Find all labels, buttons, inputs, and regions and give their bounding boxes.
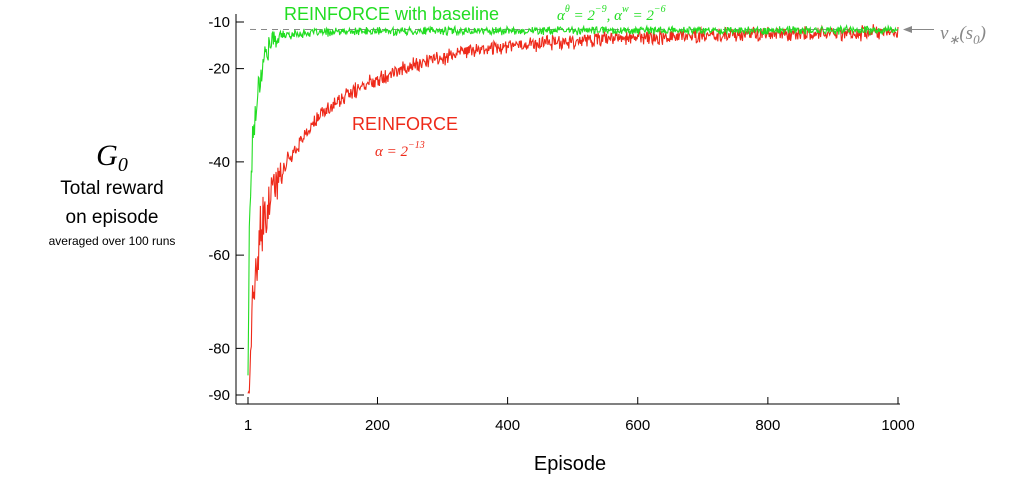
x-tick-group: 1 200 400 600 800 1000 (244, 397, 915, 434)
y-axis-label-line-1: Total reward (60, 178, 164, 199)
x-tick-label: 1 (244, 417, 252, 434)
y-tick-group: -10 -20 -40 -60 -80 -90 (208, 14, 244, 404)
series-line-reinforce (247, 24, 899, 394)
y-axis-symbol: G0 (96, 139, 128, 176)
y-axis-label-note: averaged over 100 runs (49, 234, 176, 248)
reinforce-params-label: α = 2−13 (375, 140, 425, 160)
y-tick-label: -90 (208, 387, 230, 404)
y-axis-label-line-2: on episode (66, 207, 159, 228)
baseline-series-label: REINFORCE with baseline (284, 4, 499, 24)
y-tick-label: -20 (208, 61, 230, 78)
x-tick-label: 200 (365, 417, 390, 434)
reference-label: v∗(s0) (940, 23, 986, 47)
y-tick-label: -10 (208, 14, 230, 31)
x-tick-label: 800 (755, 417, 780, 434)
x-axis-label: Episode (534, 453, 606, 475)
baseline-params-label: αθ = 2−9, αw = 2−6 (557, 4, 666, 24)
x-tick-label: 1000 (881, 417, 914, 434)
x-tick-label: 600 (625, 417, 650, 434)
y-tick-label: -40 (208, 154, 230, 171)
y-tick-label: -80 (208, 340, 230, 357)
y-tick-label: -60 (208, 247, 230, 264)
series-line-reinforce-with-baseline (247, 24, 899, 376)
reference-arrow-head (903, 25, 912, 33)
reinforce-series-label: REINFORCE (352, 114, 458, 134)
x-tick-label: 400 (495, 417, 520, 434)
